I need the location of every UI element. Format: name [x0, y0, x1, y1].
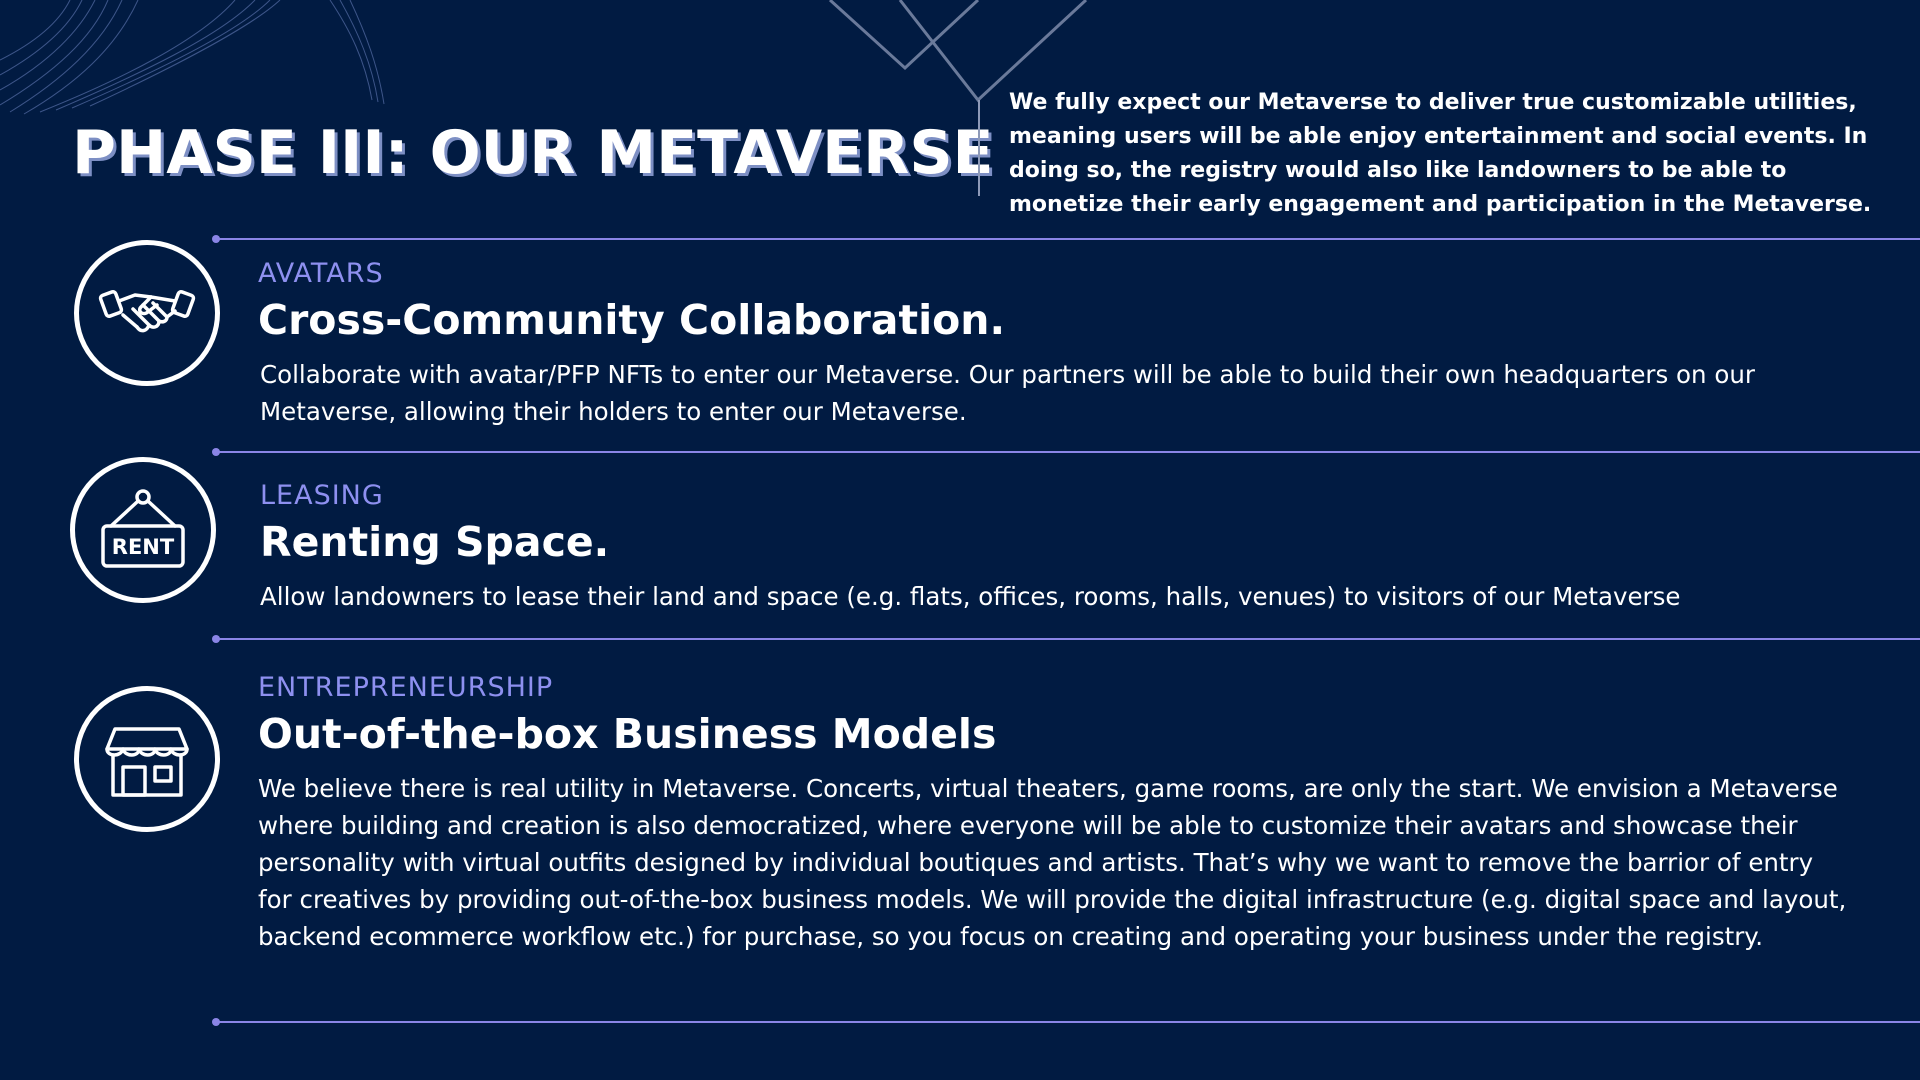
section-description: Allow landowners to lease their land and…	[260, 582, 1681, 611]
category-label: AVATARS	[258, 258, 384, 289]
rent-sign-icon: RENT	[70, 457, 216, 603]
section-description: We believe there is real utility in Meta…	[258, 774, 1847, 951]
section-divider	[212, 448, 1920, 456]
section-divider	[212, 1018, 1920, 1026]
page-title: PHASE III: OUR METAVERSE	[72, 118, 994, 188]
section-description: Collaborate with avatar/PFP NFTs to ente…	[260, 360, 1755, 426]
handshake-icon	[74, 240, 220, 386]
category-label: LEASING	[260, 480, 384, 511]
section-heading: Cross-Community Collaboration.	[258, 296, 1006, 344]
category-label: ENTREPRENEURSHIP	[258, 672, 554, 703]
rent-sign-text: RENT	[112, 535, 175, 559]
section-heading: Renting Space.	[260, 518, 610, 566]
section-heading: Out-of-the-box Business Models	[258, 710, 997, 758]
storefront-icon	[74, 686, 220, 832]
intro-paragraph: We fully expect our Metaverse to deliver…	[1009, 90, 1872, 217]
section-divider	[212, 235, 1920, 243]
section-divider	[212, 635, 1920, 643]
header-divider	[978, 100, 980, 196]
